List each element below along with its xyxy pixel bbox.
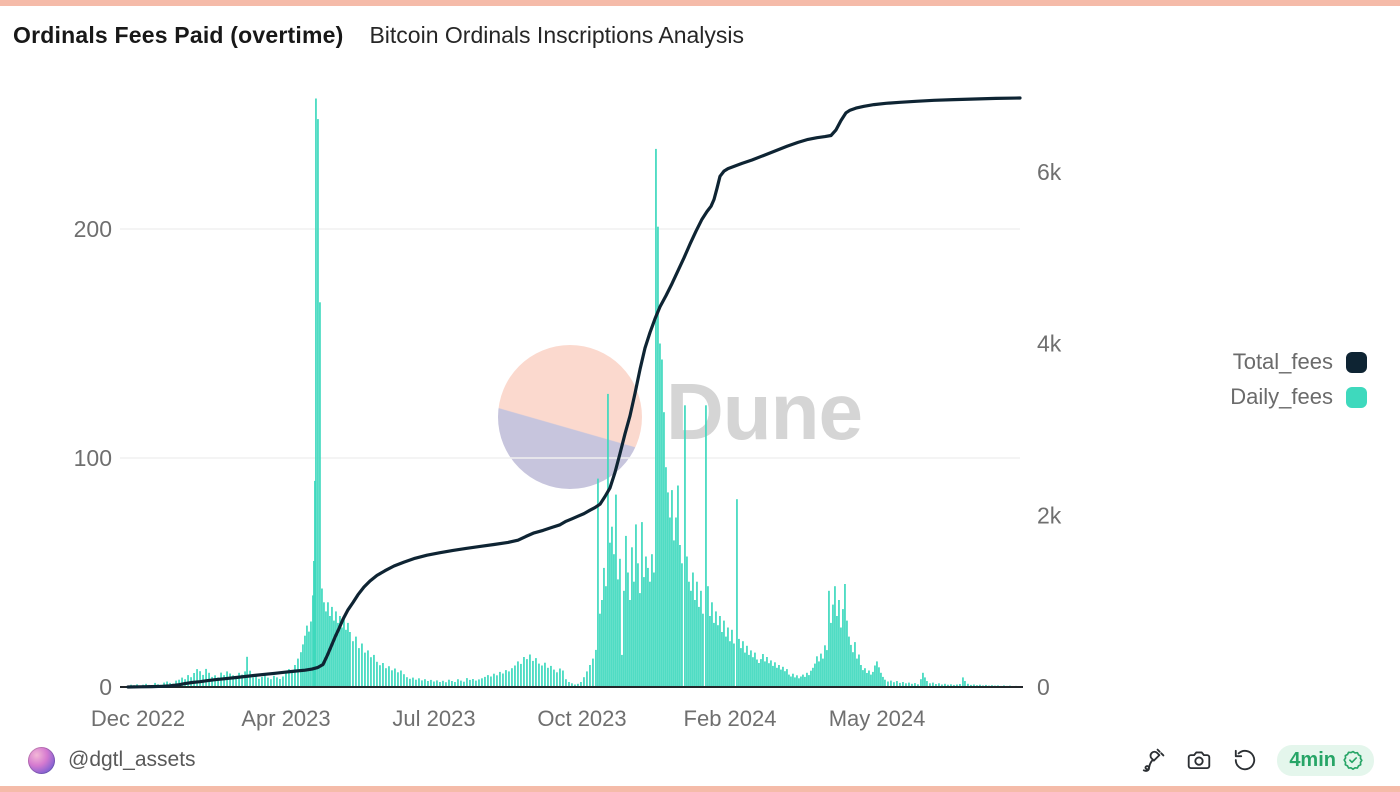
svg-text:Feb 2024: Feb 2024 <box>684 706 777 731</box>
top-accent-bar <box>0 0 1400 6</box>
svg-text:0: 0 <box>1037 674 1050 700</box>
gridlines <box>120 228 1020 459</box>
chart-header: Ordinals Fees Paid (overtime) Bitcoin Or… <box>13 22 744 49</box>
footer-actions: 4min <box>1139 744 1374 776</box>
svg-text:Jul 2023: Jul 2023 <box>392 706 475 731</box>
avatar[interactable] <box>28 746 55 774</box>
total-fees-line <box>126 96 1022 689</box>
svg-text:4k: 4k <box>1037 331 1062 357</box>
last-refresh-badge: 4min <box>1277 744 1374 776</box>
fork-button[interactable] <box>1139 746 1167 774</box>
svg-text:Oct 2023: Oct 2023 <box>537 706 626 731</box>
page-title: Ordinals Fees Paid (overtime) <box>13 22 344 48</box>
svg-text:0: 0 <box>99 674 112 700</box>
y-axis-right-labels: 0 2k 4k 6k <box>1037 159 1062 700</box>
chart-legend: Total_fees Daily_fees <box>1230 349 1367 410</box>
legend-label: Daily_fees <box>1230 384 1333 409</box>
daily-fees-bars <box>127 98 1020 688</box>
svg-text:Dec 2022: Dec 2022 <box>91 706 185 731</box>
y-axis-left-labels: 0 100 200 <box>74 216 112 700</box>
svg-text:Apr 2023: Apr 2023 <box>241 706 330 731</box>
author-handle[interactable]: @dgtl_assets <box>68 748 196 771</box>
camera-icon <box>1188 751 1211 770</box>
svg-text:100: 100 <box>74 445 112 471</box>
fork-icon <box>1143 748 1165 772</box>
legend-swatch-total-fees <box>1346 351 1367 373</box>
x-axis-labels: Dec 2022 Apr 2023 Jul 2023 Oct 2023 Feb 2024… <box>91 706 925 731</box>
svg-text:200: 200 <box>74 216 112 242</box>
legend-label: Total_fees <box>1232 349 1333 374</box>
screenshot-button[interactable] <box>1185 746 1213 774</box>
svg-text:6k: 6k <box>1037 159 1062 185</box>
legend-item-daily-fees[interactable]: Daily_fees <box>1230 384 1367 410</box>
legend-item-total-fees[interactable]: Total_fees <box>1233 349 1367 375</box>
svg-text:May 2024: May 2024 <box>829 706 926 731</box>
bottom-accent-bar <box>0 786 1400 792</box>
refresh-icon <box>1235 749 1256 771</box>
legend-swatch-daily-fees <box>1346 386 1367 408</box>
page-subtitle: Bitcoin Ordinals Inscriptions Analysis <box>369 22 745 48</box>
refresh-button[interactable] <box>1231 746 1259 774</box>
verified-check-icon <box>1343 750 1363 770</box>
svg-text:2k: 2k <box>1037 502 1062 528</box>
refresh-age-text: 4min <box>1289 748 1336 771</box>
embed-footer: @dgtl_assets <box>0 734 1400 786</box>
